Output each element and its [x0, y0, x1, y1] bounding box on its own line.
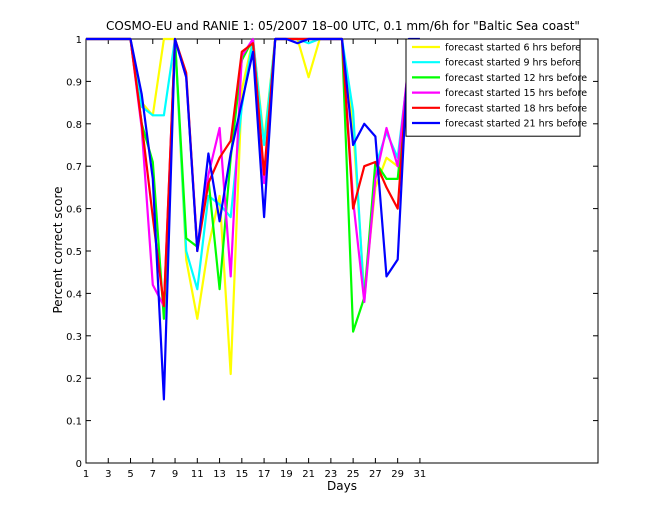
x-tick-label: 29	[391, 469, 404, 480]
x-tick-label: 3	[105, 469, 111, 480]
y-tick-label: 1	[76, 35, 82, 46]
y-tick-label: 0.3	[66, 332, 82, 343]
x-tick-label: 21	[302, 469, 315, 480]
x-axis-label: Days	[327, 479, 357, 493]
x-tick-label: 31	[414, 469, 427, 480]
legend-entry: forecast started 15 hrs before	[445, 88, 587, 99]
y-tick-label: 0.2	[66, 374, 82, 385]
y-tick-label: 0.8	[66, 120, 82, 131]
x-tick-label: 9	[172, 469, 178, 480]
x-tick-label: 27	[369, 469, 382, 480]
x-tick-label: 25	[347, 469, 360, 480]
legend-entry: forecast started 9 hrs before	[445, 58, 581, 69]
x-tick-label: 23	[325, 469, 338, 480]
x-tick-label: 19	[280, 469, 293, 480]
legend-entry: forecast started 12 hrs before	[445, 73, 587, 84]
y-tick-label: 0.7	[66, 162, 82, 173]
series-line	[86, 37, 420, 401]
y-tick-label: 0.1	[66, 417, 82, 428]
y-axis-label: Percent correct score	[51, 186, 65, 313]
y-tick-label: 0.4	[66, 289, 82, 300]
x-tick-label: 11	[191, 469, 204, 480]
y-tick-label: 0	[76, 459, 82, 470]
legend-entry: forecast started 6 hrs before	[445, 43, 581, 54]
legend-box	[405, 38, 581, 137]
x-tick-label: 1	[83, 469, 89, 480]
legend: forecast started 6 hrs before forecast st…	[405, 38, 587, 137]
x-tick-label: 13	[213, 469, 226, 480]
legend-entry: forecast started 18 hrs before	[445, 103, 587, 114]
x-tick-label: 5	[127, 469, 133, 480]
x-tick-label: 15	[235, 469, 248, 480]
series-line	[86, 37, 421, 308]
legend-entry: forecast started 21 hrs before	[445, 119, 587, 130]
x-tick-label: 17	[258, 469, 271, 480]
x-tick-label: 7	[150, 469, 156, 480]
y-tick-label: 0.9	[66, 77, 82, 88]
y-tick-label: 0.6	[66, 205, 82, 216]
y-tick-label: 0.5	[66, 247, 82, 258]
chart-title: COSMO-EU and RANIE 1: 05/2007 18–00 UTC,…	[106, 19, 580, 33]
